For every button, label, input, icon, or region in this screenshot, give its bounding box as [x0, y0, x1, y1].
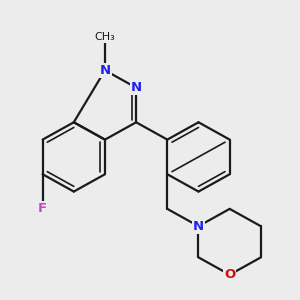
Text: N: N — [193, 220, 204, 233]
Text: O: O — [224, 268, 235, 281]
Text: F: F — [38, 202, 47, 215]
Text: N: N — [130, 81, 142, 94]
Text: CH₃: CH₃ — [94, 32, 115, 42]
Text: N: N — [99, 64, 110, 77]
